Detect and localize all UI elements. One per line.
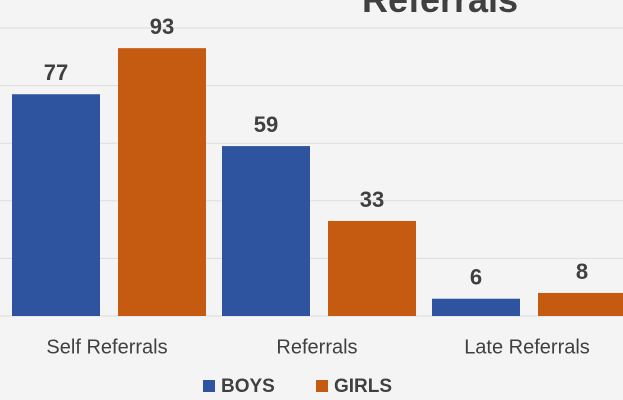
data-label: 6: [470, 265, 482, 290]
bar: [328, 220, 416, 316]
legend-swatch: [316, 380, 328, 392]
legend-label: GIRLS: [334, 376, 392, 397]
legend-swatch: [203, 380, 215, 392]
bar: [12, 94, 100, 317]
x-tick-label: Referrals: [276, 336, 357, 358]
bar: [432, 298, 520, 316]
data-label: 77: [44, 60, 68, 85]
bar: [118, 48, 206, 316]
data-label: 33: [360, 187, 384, 212]
x-tick-label: Late Referrals: [464, 336, 590, 358]
x-tick-label: Self Referrals: [46, 336, 167, 358]
legend-label: BOYS: [221, 376, 275, 397]
chart-title: Referrals: [362, 0, 518, 20]
bar: [222, 146, 310, 316]
data-label: 93: [150, 14, 174, 39]
data-label: 59: [254, 112, 278, 137]
bar: [538, 292, 623, 316]
data-label: 8: [576, 259, 588, 284]
